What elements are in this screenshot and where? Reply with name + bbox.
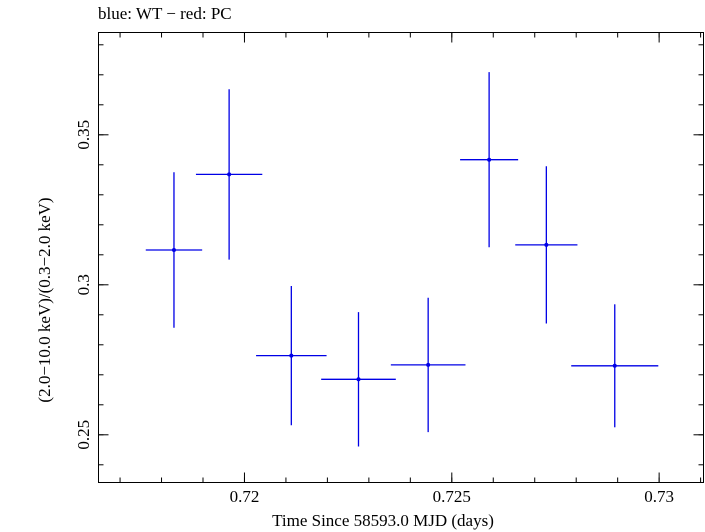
data-marker <box>289 353 294 358</box>
axis-ticks <box>98 32 704 483</box>
data-point <box>515 166 578 324</box>
data-points <box>145 72 659 447</box>
data-marker <box>227 172 232 177</box>
data-point <box>321 312 396 447</box>
chart-title: blue: WT − red: PC <box>98 4 232 23</box>
x-tick-label: 0.725 <box>433 487 471 506</box>
data-point <box>145 172 203 328</box>
y-tick-label: 0.3 <box>74 274 93 295</box>
y-axis-label: (2.0−10.0 keV)/(0.3−2.0 keV) <box>35 197 54 402</box>
y-tick-label: 0.35 <box>74 120 93 150</box>
data-marker <box>171 248 176 252</box>
plot-frame <box>98 32 704 483</box>
data-point <box>195 89 263 260</box>
data-marker <box>544 242 549 247</box>
data-point <box>390 297 466 433</box>
data-point <box>571 304 659 428</box>
x-tick-label: 0.73 <box>644 487 674 506</box>
data-point <box>256 286 327 426</box>
y-tick-label: 0.25 <box>74 420 93 450</box>
data-marker <box>487 157 492 162</box>
data-point <box>460 72 519 248</box>
axis-tick-labels: 0.72 0.725 0.73 0.25 0.3 0.35 <box>74 120 674 506</box>
data-marker <box>612 363 617 368</box>
x-axis-label: Time Since 58593.0 MJD (days) <box>272 511 494 530</box>
data-marker <box>356 377 361 382</box>
data-marker <box>426 362 431 367</box>
x-tick-label: 0.72 <box>230 487 260 506</box>
